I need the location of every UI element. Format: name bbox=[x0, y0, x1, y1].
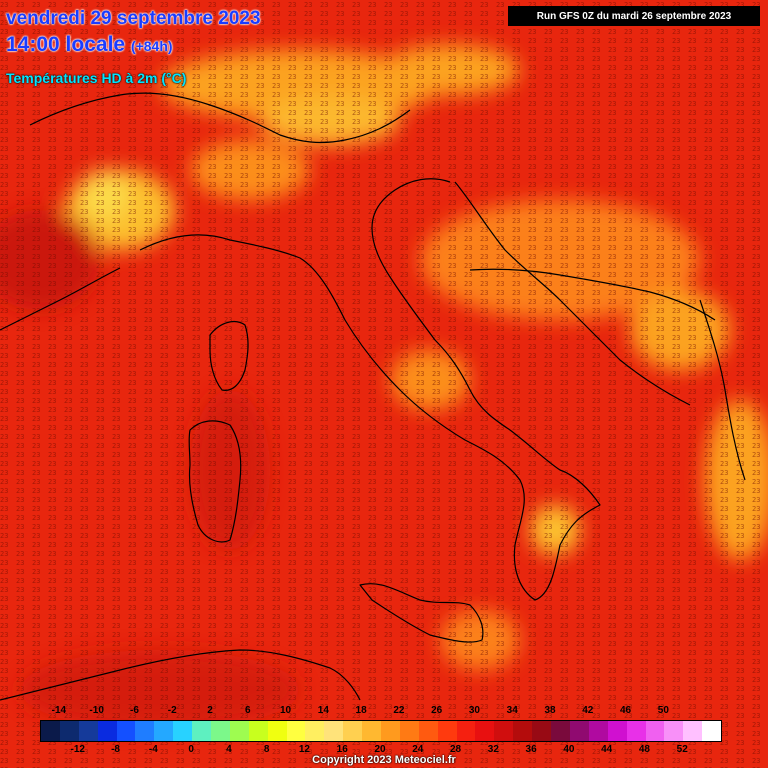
legend-color-box bbox=[305, 721, 325, 741]
legend-tick-top: 50 bbox=[657, 705, 669, 716]
legend-tick-bottom: 12 bbox=[298, 744, 310, 755]
legend-color-box bbox=[494, 721, 514, 741]
legend-color-box bbox=[154, 721, 174, 741]
legend-color-box bbox=[286, 721, 306, 741]
run-info-badge: Run GFS 0Z du mardi 26 septembre 2023 bbox=[508, 6, 760, 26]
legend-color-box bbox=[173, 721, 193, 741]
legend-color-box bbox=[607, 721, 627, 741]
legend-color-box bbox=[702, 721, 722, 741]
legend-color-box bbox=[324, 721, 344, 741]
legend-color-box bbox=[456, 721, 476, 741]
legend-tick-bottom: 48 bbox=[638, 744, 650, 755]
legend-color-box bbox=[135, 721, 155, 741]
legend-color-box bbox=[248, 721, 268, 741]
legend-tick-top: 10 bbox=[279, 705, 292, 716]
legend-tick-bottom: 8 bbox=[263, 744, 270, 755]
legend-color-box bbox=[645, 721, 665, 741]
legend-tick-bottom: 44 bbox=[601, 744, 613, 755]
legend-color-box bbox=[437, 721, 457, 741]
legend-color-box bbox=[59, 721, 79, 741]
legend-tick-top: 2 bbox=[207, 705, 213, 716]
legend-tick-top: -10 bbox=[89, 705, 104, 716]
legend-tick-bottom: 36 bbox=[525, 744, 537, 755]
legend-tick-top: 6 bbox=[244, 705, 251, 716]
legend-tick-top: 42 bbox=[582, 705, 594, 716]
legend-tick-bottom: -12 bbox=[70, 744, 85, 755]
legend-tick-bottom: 20 bbox=[374, 744, 386, 755]
legend-color-box bbox=[475, 721, 495, 741]
legend-tick-bottom: 16 bbox=[336, 744, 348, 755]
legend-color-box bbox=[229, 721, 249, 741]
legend-color-box bbox=[551, 721, 570, 741]
legend-tick-top: 22 bbox=[393, 705, 405, 716]
legend-color-box bbox=[626, 721, 646, 741]
legend-color-box bbox=[381, 721, 400, 741]
legend-tick-top: 14 bbox=[317, 705, 329, 716]
legend-tick-top: -14 bbox=[51, 705, 67, 716]
legend-color-box bbox=[532, 721, 552, 741]
legend-tick-bottom: 24 bbox=[412, 744, 424, 755]
legend-color-box bbox=[418, 721, 438, 741]
legend-color-box bbox=[97, 721, 117, 741]
lead-time: (+84h) bbox=[130, 38, 173, 54]
legend-tick-bottom: 28 bbox=[449, 744, 462, 755]
legend-color-box bbox=[513, 721, 533, 741]
legend-color-box bbox=[192, 721, 212, 741]
legend-color-box bbox=[399, 721, 419, 741]
legend-tick-bottom: -4 bbox=[148, 744, 158, 755]
legend-color-box bbox=[362, 721, 382, 741]
legend-color-box bbox=[588, 721, 608, 741]
coastlines bbox=[0, 92, 746, 701]
legend-color-box bbox=[211, 721, 230, 741]
legend-tick-top: 30 bbox=[468, 705, 480, 716]
legend-tick-bottom: 52 bbox=[676, 744, 688, 755]
legend-tick-top: 26 bbox=[431, 705, 443, 716]
legend-tick-bottom: 4 bbox=[226, 744, 232, 755]
legend-color-box bbox=[78, 721, 98, 741]
legend-tick-bottom: 0 bbox=[188, 744, 194, 755]
legend-color-box bbox=[664, 721, 684, 741]
legend-tick-top: 46 bbox=[619, 705, 632, 716]
copyright-text: Copyright 2023 Meteociel.fr bbox=[312, 754, 456, 766]
legend-color-box bbox=[683, 721, 703, 741]
color-scale-legend bbox=[40, 720, 722, 742]
forecast-date: vendredi 29 septembre 2023 bbox=[6, 8, 261, 29]
legend-tick-top: 34 bbox=[506, 705, 518, 716]
legend-tick-top: 38 bbox=[544, 705, 556, 716]
legend-tick-top: -2 bbox=[167, 705, 177, 716]
legend-tick-bottom: -8 bbox=[111, 744, 120, 755]
legend-tick-top: 18 bbox=[355, 705, 367, 716]
legend-color-box bbox=[569, 721, 589, 741]
legend-color-box bbox=[343, 721, 363, 741]
legend-color-box bbox=[116, 721, 136, 741]
product-title: Températures HD à 2m (°C) bbox=[6, 70, 187, 86]
legend-color-box bbox=[41, 721, 60, 741]
forecast-time-label: 14:00 locale bbox=[6, 33, 126, 56]
legend-color-box bbox=[267, 721, 287, 741]
forecast-time: 14:00 locale (+84h) bbox=[6, 33, 173, 57]
legend-tick-bottom: 40 bbox=[563, 744, 575, 755]
legend-tick-top: -6 bbox=[129, 705, 139, 716]
legend-tick-bottom: 32 bbox=[487, 744, 499, 755]
